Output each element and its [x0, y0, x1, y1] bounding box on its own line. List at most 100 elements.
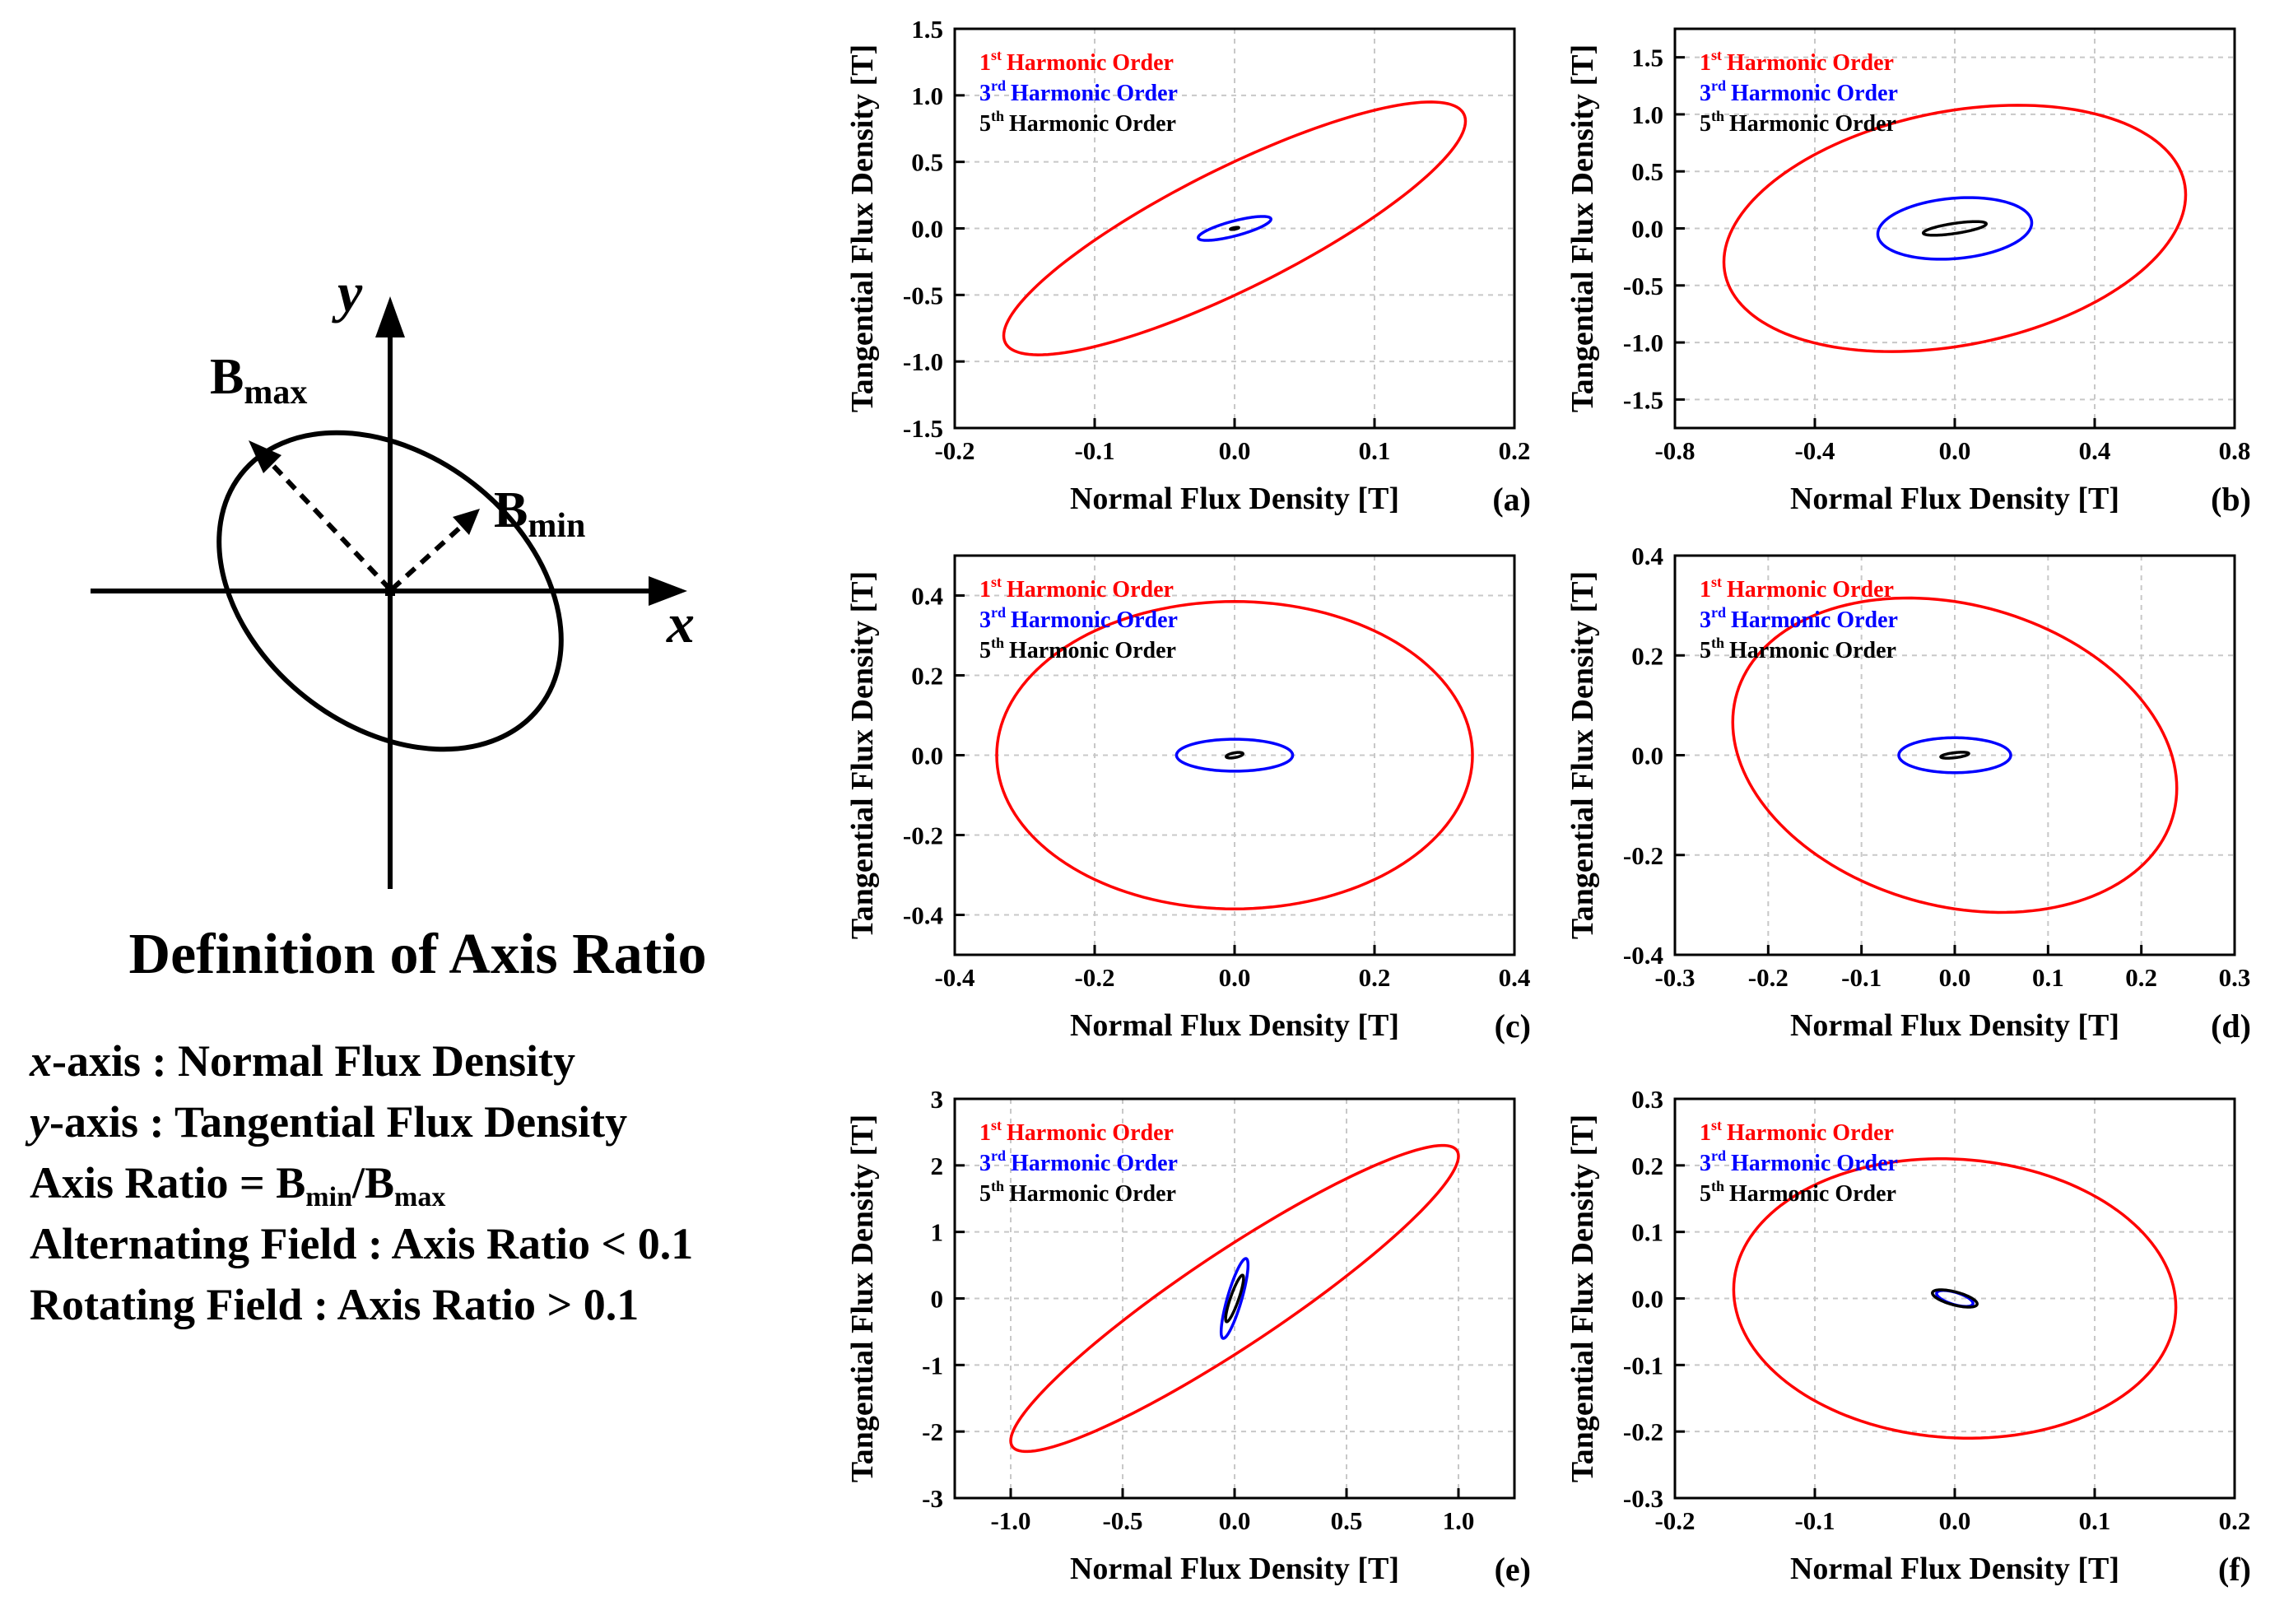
bmin-label: Bmin: [494, 482, 585, 545]
axis-ratio-diagram: y x Bmax Bmin: [91, 261, 695, 889]
y-tick-label: -0.1: [1623, 1351, 1663, 1380]
x-tick-label: 0.0: [1939, 963, 1971, 992]
series-1st-harmonic-ellipse: [1002, 100, 1468, 356]
x-axis-title: Normal Flux Density [T]: [1070, 1008, 1399, 1043]
x-tick-label: 1.0: [1443, 1506, 1475, 1535]
legend-entry-1st: 1st Harmonic Order: [1700, 1117, 1894, 1146]
x-axis-definition: x-axis : Normal Flux Density: [30, 1036, 575, 1086]
bmax-arrowhead: [249, 440, 281, 473]
y-tick-label: -0.5: [903, 281, 943, 309]
legend-entry-1st: 1st Harmonic Order: [979, 47, 1174, 76]
panel-label: (b): [2211, 481, 2251, 518]
x-tick-label: -0.1: [1841, 963, 1882, 992]
y-tick-label: 0.1: [1631, 1218, 1663, 1247]
x-tick-label: 0.1: [2079, 1506, 2111, 1535]
series-3rd-harmonic-ellipse: [1876, 196, 2034, 261]
y-tick-label: 0.0: [911, 215, 943, 244]
x-axis-title: Normal Flux Density [T]: [1790, 482, 2119, 516]
panel-label: (e): [1495, 1551, 1531, 1588]
alternating-field-rule: Alternating Field : Axis Ratio < 0.1: [30, 1219, 694, 1268]
y-tick-label: -1.5: [903, 414, 943, 443]
x-tick-label: -0.2: [1074, 963, 1114, 992]
y-axis-title: Tangential Flux Density [T]: [1565, 44, 1600, 412]
x-tick-label: 0.0: [1939, 1506, 1971, 1535]
y-tick-label: 3: [931, 1085, 944, 1114]
legend-entry-3rd: 3rd Harmonic Order: [1700, 77, 1898, 106]
series-5th-harmonic-ellipse: [1921, 220, 1989, 237]
x-axis-title: Normal Flux Density [T]: [1790, 1008, 2119, 1043]
x-axis-title: Normal Flux Density [T]: [1070, 1552, 1399, 1586]
legend-entry-5th: 5th Harmonic Order: [1700, 108, 1896, 137]
y-tick-label: 2: [931, 1152, 944, 1180]
y-tick-label: 0.5: [911, 148, 943, 177]
x-tick-label: -0.1: [1074, 436, 1114, 465]
x-tick-label: -0.2: [934, 436, 975, 465]
definition-lines: x-axis : Normal Flux Density y-axis : Ta…: [30, 1031, 693, 1335]
x-tick-label: 0.4: [2079, 436, 2111, 465]
y-tick-label: -1: [922, 1351, 943, 1380]
legend-entry-1st: 1st Harmonic Order: [979, 1117, 1174, 1146]
legend-entry-1st: 1st Harmonic Order: [1700, 574, 1894, 603]
diagram-x-arrow: [649, 576, 687, 606]
y-tick-label: -0.4: [903, 901, 943, 930]
legend-entry-3rd: 3rd Harmonic Order: [979, 1147, 1178, 1176]
x-tick-label: -0.4: [934, 963, 975, 992]
x-axis-title: Normal Flux Density [T]: [1790, 1552, 2119, 1586]
y-tick-label: 0.0: [1631, 742, 1663, 770]
y-tick-label: -0.2: [903, 821, 943, 850]
x-tick-label: 0.2: [2219, 1506, 2251, 1535]
diagram-y-arrow: [375, 296, 405, 337]
chart-1: -0.8 -0.4 0.0 0.4 0.8 -1.5 -1.0 -0.5 0.0 0.5 1.0 1.…: [1565, 27, 2251, 518]
y-axis-title: Tangential Flux Density [T]: [845, 571, 880, 939]
series-5th-harmonic-ellipse: [1225, 751, 1244, 760]
bmax-arrow: [261, 453, 393, 592]
diagram-y-label: y: [332, 261, 363, 323]
grid: [1675, 29, 2235, 428]
legend-entry-3rd: 3rd Harmonic Order: [1700, 1147, 1898, 1176]
x-tick-label: 0.0: [1219, 963, 1251, 992]
series-1st-harmonic-ellipse: [1732, 1157, 2178, 1440]
panel-label: (f): [2218, 1551, 2251, 1588]
y-axis-title: Tangential Flux Density [T]: [845, 1114, 880, 1482]
series-5th-harmonic-ellipse: [1939, 751, 1970, 760]
y-tick-label: 0.4: [1631, 542, 1663, 570]
y-tick-label: -3: [922, 1484, 943, 1513]
legend-entry-1st: 1st Harmonic Order: [1700, 47, 1894, 76]
y-tick-label: 0: [931, 1285, 944, 1314]
y-tick-label: 0.0: [1631, 215, 1663, 244]
x-tick-label: 0.2: [1499, 436, 1531, 465]
y-tick-label: -0.2: [1623, 841, 1663, 870]
legend-entry-3rd: 3rd Harmonic Order: [979, 77, 1178, 106]
y-tick-label: 0.2: [1631, 1152, 1663, 1180]
definition-title: Definition of Axis Ratio: [128, 923, 707, 986]
grid: [1675, 556, 2235, 955]
x-tick-label: 0.2: [1359, 963, 1391, 992]
series-5th-harmonic-ellipse: [1931, 1288, 1979, 1309]
y-tick-label: 1.0: [911, 81, 943, 110]
y-tick-label: -2: [922, 1417, 943, 1446]
y-tick-label: 0.5: [1631, 157, 1663, 186]
x-tick-label: -0.8: [1654, 436, 1695, 465]
chart-4: -1.0 -0.5 0.0 0.5 1.0 -3 -2 -1 0 1 2 3 Normal Flux D…: [845, 1085, 1531, 1588]
y-tick-label: -1.0: [1623, 328, 1663, 357]
x-tick-label: 0.8: [2219, 436, 2251, 465]
panel-label: (d): [2211, 1007, 2251, 1045]
bmax-label: Bmax: [210, 349, 307, 412]
y-axis-title: Tangential Flux Density [T]: [1565, 1114, 1600, 1482]
series-3rd-harmonic-ellipse: [1897, 736, 2012, 775]
panel-label: (c): [1495, 1007, 1531, 1045]
legend-entry-3rd: 3rd Harmonic Order: [1700, 604, 1898, 633]
diagram-ellipse: [216, 430, 564, 752]
legend-entry-5th: 5th Harmonic Order: [979, 1178, 1176, 1207]
series-1st-harmonic-ellipse: [995, 600, 1474, 910]
legend-entry-5th: 5th Harmonic Order: [979, 635, 1176, 663]
series-1st-harmonic-ellipse: [1009, 1143, 1460, 1454]
y-tick-label: 0.4: [911, 582, 943, 611]
x-tick-label: 0.1: [1359, 436, 1391, 465]
x-axis-title: Normal Flux Density [T]: [1070, 482, 1399, 516]
y-tick-label: 0.2: [911, 662, 943, 691]
x-tick-label: 0.2: [2125, 963, 2157, 992]
chart-0: -0.2 -0.1 0.0 0.1 0.2 -1.5 -1.0 -0.5 0.0 0.5 1.0 1.…: [845, 15, 1531, 518]
grid: [955, 556, 1514, 955]
bmin-arrow: [389, 524, 463, 592]
